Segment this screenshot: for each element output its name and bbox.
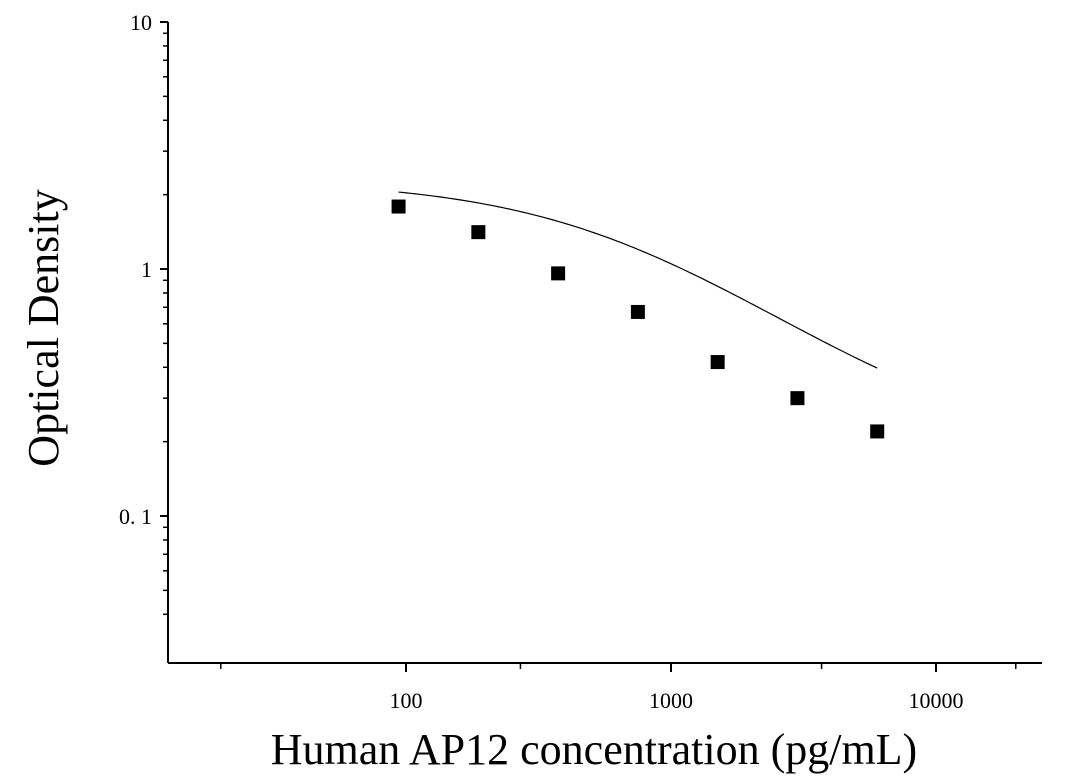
y-tick-label: 0. 1 [119,504,152,529]
x-tick-label: 100 [390,688,423,713]
y-tick-label: 10 [130,10,152,35]
x-tick-label: 1000 [649,688,693,713]
y-tick-label: 1 [141,257,152,282]
fit-curve-group [398,191,878,369]
data-point [710,355,725,370]
data-points [391,199,885,439]
axis-ticks: 0. 1 1 10 100 1000 10000 [119,10,1017,713]
y-axis-title: Optical Density [19,189,68,466]
data-point [391,199,406,214]
data-point [790,391,805,406]
data-point [630,304,645,319]
x-tick-label: 10000 [909,688,964,713]
data-point [551,266,566,281]
fit-curve [398,191,878,369]
data-point [471,225,486,240]
x-axis-title: Human AP12 concentration (pg/mL) [271,725,917,774]
axes [167,22,1042,664]
data-point [870,424,885,439]
